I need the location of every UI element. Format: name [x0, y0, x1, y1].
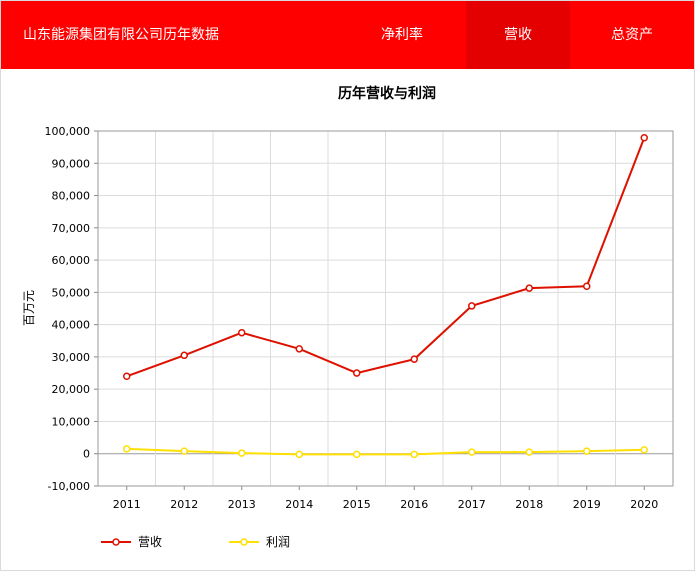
profit-data-point [123, 445, 131, 453]
tab-net-profit-margin[interactable]: 净利率 [381, 27, 423, 43]
y-tick-label: 90,000 [52, 157, 91, 170]
revenue-data-point [468, 302, 476, 310]
profit-data-point [583, 447, 591, 455]
revenue-data-point [640, 134, 648, 142]
revenue-data-point [180, 351, 188, 360]
x-tick-label: 2014 [285, 498, 313, 511]
y-axis-ticks: -10,000 0 10,000 20,000 30,000 40,000 50,000 60… [45, 125, 91, 493]
profit-data-point [180, 447, 188, 455]
y-tick-label: 0 [83, 448, 90, 461]
revenue-data-point [583, 282, 591, 290]
legend: 营收 利润 [101, 535, 290, 549]
x-tick-label: 2016 [400, 498, 428, 511]
chart-title: 历年营收与利润 [338, 85, 436, 102]
y-tick-label: 70,000 [52, 222, 91, 235]
tab-revenue[interactable]: 营收 [466, 1, 570, 69]
x-tick-label: 2011 [113, 498, 141, 511]
page-title: 山东能源集团有限公司历年数据 [23, 27, 219, 43]
profit-data-point [295, 450, 303, 459]
revenue-data-point [238, 328, 246, 337]
top-bar: 山东能源集团有限公司历年数据 净利率 营收 总资产 [1, 1, 694, 69]
legend-swatch-marker [112, 538, 120, 546]
y-tick-label: 10,000 [52, 415, 91, 428]
profit-data-point [353, 450, 361, 459]
series-lines [123, 134, 648, 459]
revenue-data-point [295, 345, 303, 353]
y-tick-label: 60,000 [52, 254, 91, 267]
revenue-data-point [123, 372, 131, 381]
grid-lines [97, 130, 674, 487]
y-tick-label: 50,000 [52, 286, 91, 299]
revenue-data-point [353, 369, 361, 377]
x-axis-ticks: 2011 2012 2013 2014 2015 2016 2017 2018 2019 2020 [113, 498, 659, 511]
line-chart: 历年营收与利润 -10,000 0 10,000 20,000 30,000 40,000… [22, 85, 674, 549]
profit-data-point [640, 446, 648, 454]
profit-data-point [410, 450, 418, 459]
y-tick-label: 80,000 [52, 190, 91, 203]
chart-panel: 历年营收与利润 -10,000 0 10,000 20,000 30,000 40,000… [1, 69, 694, 570]
legend-label-profit: 利润 [266, 535, 290, 549]
profit-data-point [525, 448, 533, 456]
y-tick-label: 20,000 [52, 383, 91, 396]
series-line-revenue [126, 137, 646, 378]
legend-swatch-marker [240, 538, 248, 546]
profit-data-point [238, 449, 246, 457]
axes [94, 130, 674, 490]
y-tick-label: -10,000 [48, 480, 90, 493]
x-tick-label: 2018 [515, 498, 543, 511]
tab-total-assets[interactable]: 总资产 [611, 27, 653, 43]
y-tick-label: 40,000 [52, 319, 91, 332]
x-tick-label: 2012 [170, 498, 198, 511]
x-tick-label: 2019 [573, 498, 601, 511]
profit-data-point [468, 448, 476, 456]
legend-label-revenue: 营收 [138, 535, 162, 549]
y-axis-title: 百万元 [22, 290, 36, 326]
series-line-profit [126, 447, 645, 456]
y-tick-label: 30,000 [52, 351, 91, 364]
plot-frame [97, 130, 674, 487]
x-tick-label: 2015 [343, 498, 371, 511]
revenue-data-point [410, 355, 418, 363]
revenue-data-point [525, 284, 533, 292]
x-tick-label: 2013 [228, 498, 256, 511]
y-tick-label: 100,000 [45, 125, 91, 138]
x-tick-label: 2017 [458, 498, 486, 511]
x-tick-label: 2020 [630, 498, 658, 511]
